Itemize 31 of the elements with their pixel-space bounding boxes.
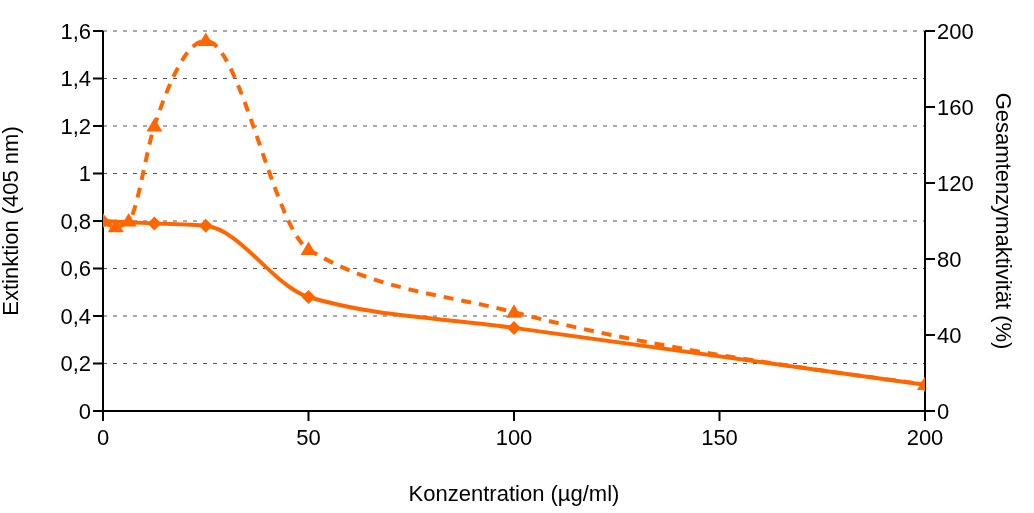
- y-tick-label: 1: [78, 161, 91, 187]
- y-tick-label: 1,2: [60, 113, 91, 139]
- y-tick-label: 0,6: [60, 256, 91, 282]
- y2-tick-label: 40: [937, 322, 962, 348]
- point: [301, 290, 316, 304]
- y-tick-label: 0,2: [60, 351, 91, 377]
- point: [506, 304, 522, 318]
- y2-axis-title: Gesamtenzymaktivität (%): [991, 92, 1017, 350]
- y2-tick-label: 120: [937, 170, 974, 196]
- y2-tick-label: 80: [937, 246, 962, 272]
- x-tick-label: 0: [96, 424, 110, 450]
- x-tick-label: 150: [701, 424, 738, 450]
- point: [146, 118, 163, 132]
- x-tick-label: 100: [495, 424, 533, 450]
- point: [147, 216, 162, 231]
- point: [198, 218, 213, 233]
- y2-tick-label: 200: [937, 18, 974, 44]
- y-axis-title: Extinktion (405 nm): [0, 126, 23, 316]
- x-axis-title: Konzentration (µg/ml): [408, 481, 620, 506]
- y2-tick-label: 160: [937, 94, 974, 120]
- y-tick-label: 0: [78, 398, 91, 424]
- point: [507, 320, 521, 335]
- x-tick-label: 200: [906, 424, 944, 450]
- y2-tick-label: 0: [937, 398, 950, 424]
- point: [107, 218, 124, 233]
- y-tick-label: 1,6: [60, 18, 91, 44]
- point: [197, 32, 214, 47]
- y-tick-label: 1,4: [60, 66, 91, 92]
- y-tick-label: 0,4: [60, 303, 91, 329]
- x-tick-label: 50: [296, 424, 321, 450]
- y-tick-label: 0,8: [60, 208, 91, 234]
